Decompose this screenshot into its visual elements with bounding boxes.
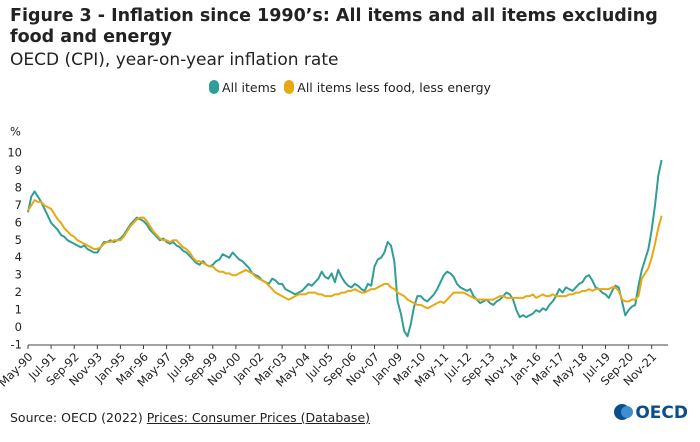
y-tick-label: 8 — [15, 180, 22, 194]
y-tick-label: 4 — [15, 250, 22, 264]
chart: % -1012345678910May-90Jul-91Sep-92Nov-93… — [0, 125, 668, 390]
y-tick-label: 2 — [15, 285, 22, 299]
chart-subtitle: OECD (CPI), year-on-year inflation rate — [10, 50, 339, 70]
legend-label: All items less food, less energy — [297, 80, 491, 95]
source-link[interactable]: Prices: Consumer Prices (Database) — [146, 410, 371, 425]
legend-label: All items — [222, 80, 277, 95]
legend-swatch — [284, 80, 295, 94]
y-tick-label: 0 — [15, 320, 22, 334]
logo-icon — [614, 404, 634, 420]
y-tick-label: 10 — [7, 146, 22, 160]
series-line — [27, 199, 663, 310]
y-axis-label: % — [10, 125, 21, 139]
legend: All items All items less food, less energ… — [0, 80, 700, 95]
legend-item: All items less food, less energy — [284, 80, 491, 95]
legend-swatch — [209, 80, 220, 94]
y-tick-label: 7 — [15, 198, 22, 212]
source: Source: OECD (2022) Prices: Consumer Pri… — [10, 410, 370, 425]
logo-text: OECD — [635, 403, 688, 423]
y-tick-label: -1 — [11, 338, 22, 352]
legend-item: All items — [209, 80, 276, 95]
y-tick-label: 9 — [15, 163, 22, 177]
y-tick-label: 6 — [15, 215, 22, 229]
y-tick-label: 1 — [15, 303, 22, 317]
logo: OECD — [613, 403, 688, 423]
chart-title: Figure 3 - Inflation since 1990’s: All i… — [10, 6, 658, 47]
y-tick-label: 5 — [15, 233, 22, 247]
series-line — [27, 159, 663, 338]
y-tick-label: 3 — [15, 268, 22, 282]
source-text: Source: OECD (2022) — [10, 410, 143, 425]
